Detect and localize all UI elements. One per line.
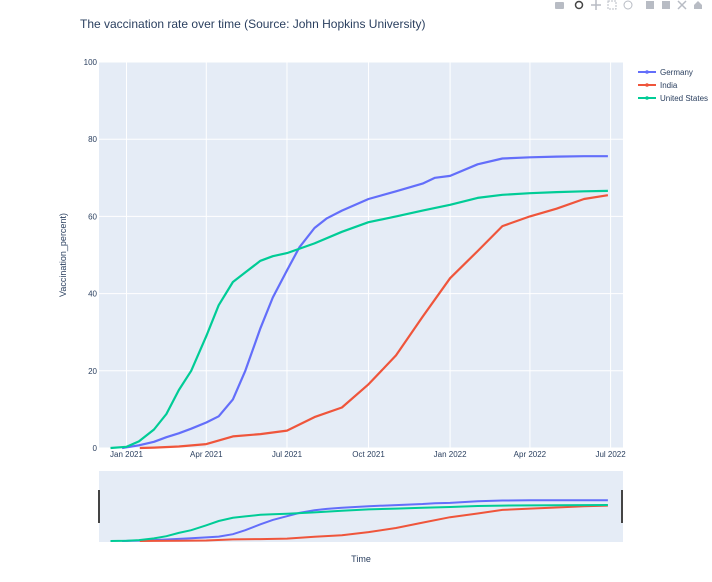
series-line-1[interactable]: [121, 155, 608, 450]
x-tick-label: Jul 2021: [272, 450, 303, 459]
y-tick-label: 40: [88, 290, 97, 299]
range-slider-handle-right[interactable]: [621, 490, 623, 523]
reset-axes-icon[interactable]: [694, 1, 702, 9]
plot-area: [99, 62, 623, 448]
range-slider-handle-left[interactable]: [98, 490, 100, 523]
y-tick-label: 100: [84, 58, 98, 67]
legend: Germany India United States: [638, 68, 708, 103]
x-axis-title: Time: [351, 554, 371, 564]
y-gridlines: [99, 61, 623, 449]
x-tick-label: Jan 2021: [110, 450, 143, 459]
x-tick-label: Oct 2021: [352, 450, 385, 459]
series-lines: [110, 155, 609, 450]
legend-marker: [645, 96, 649, 100]
modebar: [555, 0, 702, 10]
y-axis-title: Vaccination_percent): [58, 213, 68, 297]
x-tick-labels: Jan 2021 Apr 2021 Jul 2021 Oct 2021 Jan 2022…: [110, 450, 626, 459]
x-tick-label: Jan 2022: [434, 450, 467, 459]
chart-title: The vaccination rate over time (Source: …: [80, 17, 425, 31]
series-line-2[interactable]: [139, 194, 609, 450]
range-slider-series-1: [122, 499, 608, 542]
box-select-icon[interactable]: [607, 0, 617, 10]
y-tick-label: 80: [88, 135, 97, 144]
zoom-in-icon[interactable]: [646, 1, 654, 9]
autoscale-icon[interactable]: [677, 0, 687, 10]
legend-marker: [645, 70, 649, 74]
y-tick-labels: 0 20 40 60 80 100: [84, 58, 98, 453]
series-line-3[interactable]: [110, 189, 608, 450]
x-tick-label: Apr 2021: [190, 450, 223, 459]
y-tick-label: 20: [88, 367, 97, 376]
camera-icon[interactable]: [555, 2, 564, 9]
legend-marker: [645, 83, 649, 87]
legend-label[interactable]: United States: [660, 94, 708, 103]
range-slider-series-2: [139, 504, 608, 542]
lasso-select-icon[interactable]: [623, 0, 633, 10]
legend-label[interactable]: India: [660, 81, 678, 90]
x-tick-label: Jul 2022: [595, 450, 626, 459]
pan-icon[interactable]: [591, 0, 601, 10]
range-slider-lines: [110, 499, 608, 542]
y-tick-label: 60: [88, 212, 97, 221]
legend-label[interactable]: Germany: [660, 68, 693, 77]
range-slider-series-3: [110, 504, 608, 542]
zoom-out-icon[interactable]: [662, 1, 670, 9]
y-tick-label: 0: [93, 444, 98, 453]
zoom-icon[interactable]: [574, 0, 584, 10]
x-tick-label: Apr 2022: [514, 450, 547, 459]
x-gridlines: [125, 62, 612, 448]
